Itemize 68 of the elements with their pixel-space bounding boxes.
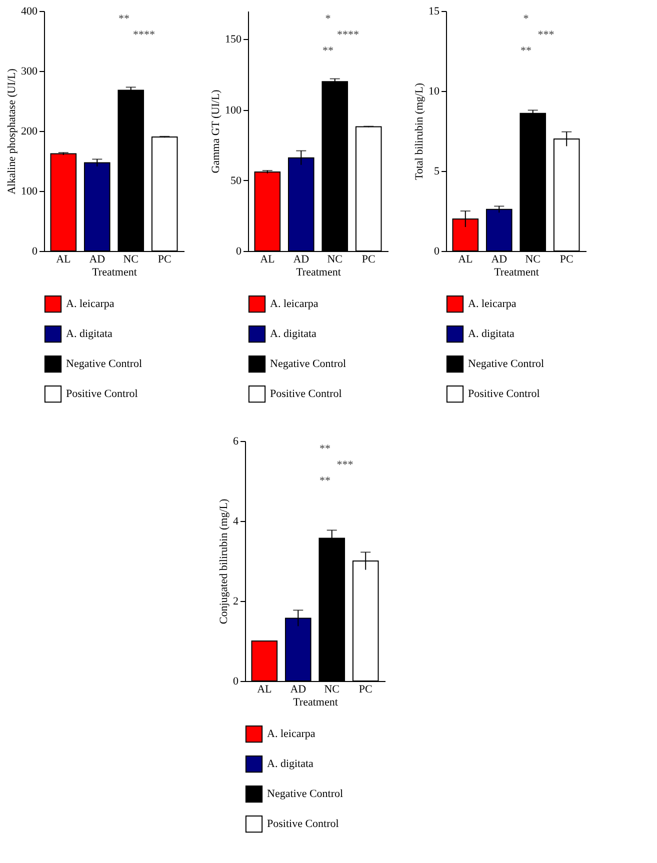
x-axis-title: Treatment xyxy=(296,266,341,278)
y-tick-label: 300 xyxy=(21,66,38,78)
x-axis-title: Treatment xyxy=(494,266,539,278)
legend-label: Negative Control xyxy=(267,788,344,800)
y-tick-label: 0 xyxy=(236,246,242,258)
legend-label: Positive Control xyxy=(270,388,342,400)
x-tick-label: NC xyxy=(324,684,340,696)
legend-label: A. leicarpa xyxy=(267,728,316,740)
x-axis-title: Treatment xyxy=(92,266,137,278)
x-tick-label: AL xyxy=(458,254,474,266)
y-axis-title: Gamma GT (UI/L) xyxy=(210,89,222,174)
x-tick-label: PC xyxy=(362,254,376,266)
x-tick-label: NC xyxy=(123,254,139,266)
y-tick-label: 100 xyxy=(21,186,38,198)
y-tick-label: 2 xyxy=(233,596,238,608)
x-tick-label: AD xyxy=(293,254,310,266)
legend-label: A. leicarpa xyxy=(66,298,114,310)
legend-label: Positive Control xyxy=(267,818,339,830)
x-tick-label: AD xyxy=(290,684,306,696)
x-tick-label: AL xyxy=(260,254,276,266)
y-tick-label: 0 xyxy=(434,246,440,258)
x-tick-label: AD xyxy=(89,254,106,266)
annotation: ** xyxy=(520,45,532,57)
y-tick-label: 0 xyxy=(32,246,38,258)
y-tick-label: 100 xyxy=(225,104,242,116)
legend-label: A. digitata xyxy=(66,328,113,340)
annotation: *** xyxy=(336,459,354,471)
legend-label: A. digitata xyxy=(270,328,317,340)
x-axis-title: Treatment xyxy=(293,696,338,708)
y-tick-label: 10 xyxy=(428,86,440,98)
legend-label: Positive Control xyxy=(468,388,540,400)
y-tick-label: 200 xyxy=(21,126,38,138)
x-tick-label: NC xyxy=(525,254,541,266)
annotation: **** xyxy=(133,29,155,41)
y-axis-title: Total bilirubin (mg/L) xyxy=(414,82,426,180)
legend-label: Negative Control xyxy=(270,358,346,370)
annotation: ** xyxy=(322,45,334,57)
legend-label: Positive Control xyxy=(66,388,138,400)
y-tick-label: 4 xyxy=(233,516,239,528)
y-tick-label: 5 xyxy=(434,166,440,178)
annotation: ** xyxy=(320,443,330,455)
legend-label: A. digitata xyxy=(468,328,515,340)
x-tick-label: AL xyxy=(56,254,72,266)
x-tick-label: AL xyxy=(257,684,272,696)
annotation: **** xyxy=(337,29,359,41)
legend-label: Negative Control xyxy=(468,358,544,370)
legend-label: A. leicarpa xyxy=(468,298,516,310)
annotation: * xyxy=(325,13,331,25)
x-tick-label: AD xyxy=(491,254,508,266)
legend-label: Negative Control xyxy=(66,358,142,370)
y-tick-label: 50 xyxy=(230,174,242,187)
y-axis-title: Alkaline phosphatase (UI/L) xyxy=(6,68,18,194)
y-axis-title: Conjugated bilirubin (mg/L) xyxy=(218,498,230,624)
y-tick-label: 150 xyxy=(225,34,242,46)
legend-label: A. digitata xyxy=(267,758,314,770)
x-tick-label: NC xyxy=(327,254,343,266)
annotation: ** xyxy=(320,475,330,487)
annotation: *** xyxy=(538,29,554,41)
x-tick-label: PC xyxy=(560,254,574,266)
x-tick-label: PC xyxy=(358,684,372,696)
y-tick-label: 400 xyxy=(21,6,38,18)
legend-label: A. leicarpa xyxy=(270,298,318,310)
y-tick-label: 6 xyxy=(233,436,239,448)
x-tick-label: PC xyxy=(158,254,172,266)
annotation: * xyxy=(523,13,529,25)
annotation: ** xyxy=(118,13,130,25)
y-tick-label: 0 xyxy=(233,676,239,688)
y-tick-label: 15 xyxy=(428,6,440,18)
